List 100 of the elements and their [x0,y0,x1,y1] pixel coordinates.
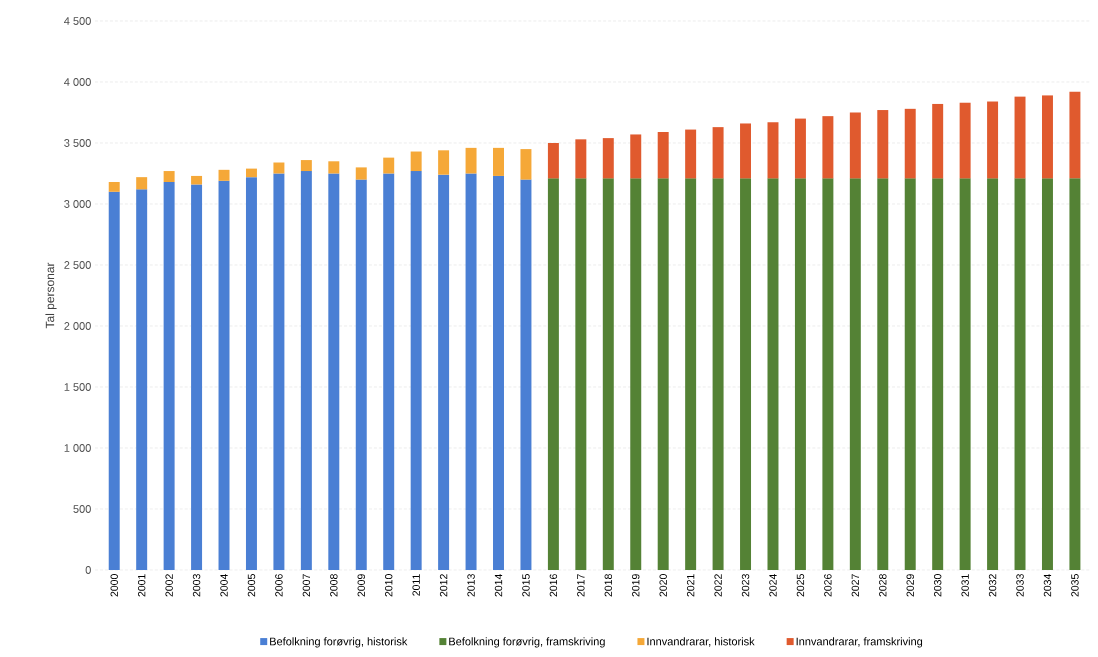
bar [493,175,504,570]
legend-label: Befolkning forøvrig, historisk [270,637,408,648]
bar [1014,178,1026,570]
x-tick-label: 2006 [275,574,283,597]
bar [657,178,669,570]
bar [547,178,559,570]
bar [794,118,806,179]
bar [822,116,834,179]
x-tick-label: 2011 [412,574,420,596]
x-tick-label: 2029 [906,574,914,597]
bar [273,162,285,174]
bar [245,177,257,570]
x-tick-label: 2003 [192,574,201,597]
x-tick-label: 2017 [577,574,585,597]
bar [438,150,450,175]
bar [1014,96,1026,179]
bar [767,178,779,570]
bar [602,138,614,179]
x-tick-label: 2021 [686,574,695,597]
y-tick-label: 3 000 [64,200,91,208]
y-tick-label: 3 500 [64,139,91,147]
bar [191,184,203,570]
bar [245,168,257,178]
y-tick-label: 2 500 [64,261,91,269]
bar [575,178,587,570]
bar [602,178,614,570]
bar [163,171,175,183]
x-tick-label: 2025 [796,574,805,597]
bar [575,139,587,179]
bar [794,178,806,570]
x-tick-label: 2027 [851,574,860,597]
bar [740,123,752,179]
bar [932,178,944,570]
bar [410,151,422,172]
x-tick-label: 2019 [632,574,640,597]
bar [355,179,367,570]
bar [1041,95,1053,179]
bar [987,178,999,570]
x-tick-label: 2004 [220,574,228,597]
x-tick-label: 2005 [247,574,256,597]
bar [685,129,697,179]
bar [657,132,669,179]
bar [987,101,999,179]
bar [108,182,120,192]
bar [438,174,450,570]
x-tick-label: 2013 [467,574,475,597]
bar [383,173,395,570]
bar [218,180,230,570]
bar [822,178,834,570]
bar [300,171,312,570]
x-tick-label: 2034 [1043,574,1052,597]
bar [300,160,312,172]
bar [465,147,477,174]
bar [410,171,422,570]
bar [191,175,203,185]
y-tick-label: 2 000 [64,322,91,330]
x-tick-label: 2022 [714,574,722,597]
y-axis-title: Tal personar [45,262,57,329]
x-tick-label: 2001 [137,574,146,597]
bar [849,112,861,179]
bar [136,189,148,570]
bar [877,178,889,570]
x-tick-label: 2030 [933,574,942,597]
x-tick-label: 2026 [824,574,832,597]
y-tick-label: 0 [85,566,91,574]
x-tick-label: 2020 [659,574,667,597]
bar [932,103,944,179]
bar [163,182,175,570]
x-tick-label: 2012 [439,574,448,597]
x-tick-label: 2000 [110,574,118,597]
x-tick-label: 2023 [741,574,750,597]
bar [849,178,861,570]
x-tick-label: 2002 [165,574,173,597]
y-tick-label: 500 [73,505,91,513]
x-tick-label: 2033 [1016,574,1024,597]
y-tick-label: 4 500 [64,17,91,25]
bar [877,110,889,179]
bar [1069,178,1081,570]
x-tick-label: 2009 [357,574,365,597]
x-tick-label: 2035 [1071,574,1079,597]
bar [328,161,340,174]
x-tick-label: 2018 [604,574,613,597]
bar [520,149,532,180]
legend-label: Befolkning forøvrig, framskriving [449,637,605,648]
bar [630,178,642,570]
bar [547,142,559,179]
x-tick-label: 2007 [302,574,311,597]
x-tick-label: 2014 [494,574,503,597]
y-tick-label: 4 000 [64,78,91,86]
x-tick-label: 2028 [879,574,887,597]
legend-label: Innvandrarar, framskriving [796,637,923,648]
bar [767,122,779,179]
bar [712,127,724,179]
bar [493,147,504,176]
x-tick-label: 2031 [961,574,969,597]
legend-label: Innvandrarar, historisk [647,637,755,647]
bar [465,173,477,570]
bar [520,179,532,570]
x-tick-label: 2032 [988,574,997,597]
bar [383,157,395,174]
